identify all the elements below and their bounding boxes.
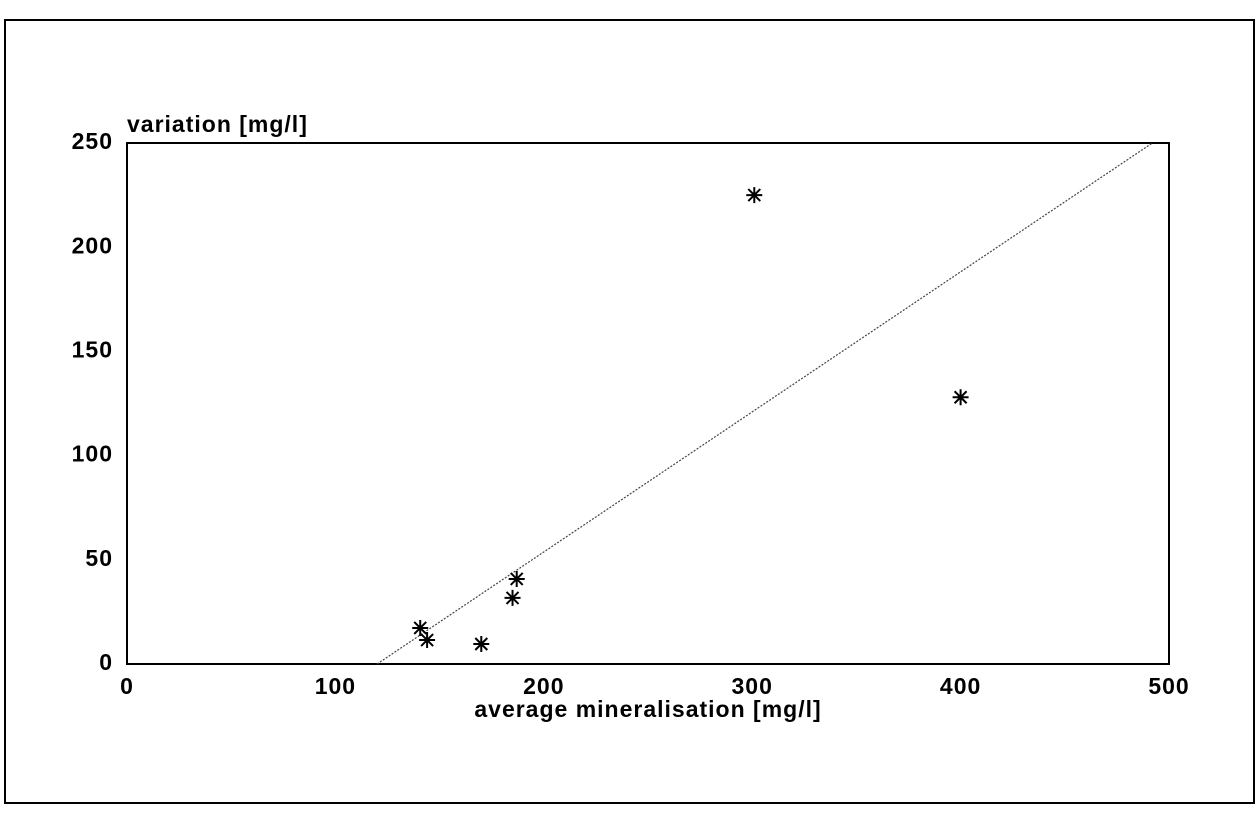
point (419, 632, 436, 649)
x-tick-label: 300 (732, 673, 773, 699)
point (504, 589, 521, 606)
x-tick-label: 0 (120, 673, 134, 699)
point (412, 619, 429, 636)
point (952, 389, 969, 406)
point (508, 570, 525, 587)
y-axis-label: variation [mg/l] (127, 111, 308, 137)
x-tick-label: 200 (523, 673, 564, 699)
y-tick-label: 50 (85, 545, 113, 571)
y-tick-label: 250 (72, 128, 113, 154)
x-tick-label: 500 (1148, 673, 1189, 699)
figure-frame (4, 19, 1255, 804)
point (473, 635, 490, 652)
x-axis-label: average mineralisation [mg/l] (474, 696, 821, 722)
x-tick-label: 100 (315, 673, 356, 699)
fit-line (376, 142, 1153, 665)
point (746, 187, 763, 204)
y-tick-label: 200 (72, 232, 113, 258)
y-tick-label: 100 (72, 441, 113, 467)
plot-frame (126, 142, 1170, 665)
x-tick-label: 400 (940, 673, 981, 699)
y-tick-label: 0 (99, 649, 113, 675)
y-tick-label: 150 (72, 336, 113, 362)
